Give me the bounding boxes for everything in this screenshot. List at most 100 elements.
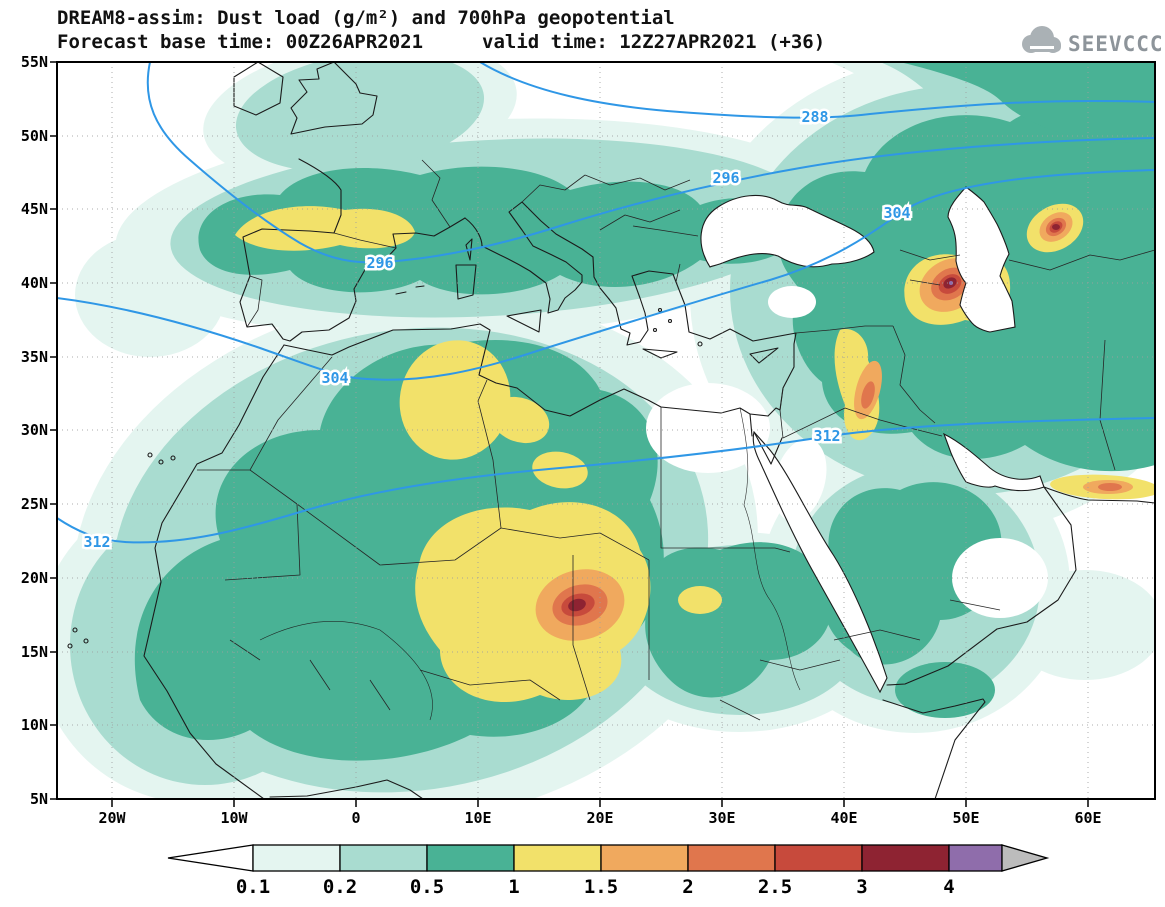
rivers bbox=[259, 407, 801, 721]
seevccc-logo-text: SEEVCCC bbox=[1068, 32, 1164, 56]
lon-label: 10W bbox=[220, 809, 248, 827]
lat-label: 25N bbox=[21, 495, 48, 513]
island-aegean-2 bbox=[667, 318, 673, 324]
contour-labels: 288 296 296 304 304 312 312 bbox=[81, 106, 913, 554]
contour-304 bbox=[57, 169, 1155, 381]
colorbar-label: 1 bbox=[508, 876, 519, 898]
island-balearics bbox=[395, 285, 425, 295]
lat-label: 10N bbox=[21, 716, 48, 734]
contour-label-304-east: 304 bbox=[883, 204, 910, 222]
black-sea bbox=[700, 194, 875, 268]
contour-label-296-east: 296 bbox=[712, 169, 739, 187]
lon-label: 30E bbox=[708, 809, 735, 827]
lat-label: 50N bbox=[21, 127, 48, 145]
coast-france-iberia bbox=[239, 158, 466, 342]
island-cyprus bbox=[749, 347, 779, 364]
dust-level-0p5 bbox=[134, 62, 1155, 761]
coast-gulf-of-guinea bbox=[269, 779, 424, 799]
coast-greece-aegean bbox=[608, 270, 677, 346]
colorbar-labels: 0.1 0.2 0.5 1 1.5 2 2.5 3 4 bbox=[236, 876, 955, 898]
colorbar-label: 0.5 bbox=[410, 876, 444, 898]
dust-clear-pockets bbox=[646, 286, 1048, 618]
colorbar-label: 0.1 bbox=[236, 876, 270, 898]
y-axis-labels: 55N 50N 45N 40N 35N 30N 25N 20N 15N 10N … bbox=[21, 53, 48, 808]
colorbar-seg-3 bbox=[861, 844, 950, 872]
seevccc-cloud-icon bbox=[1022, 26, 1061, 53]
contour-296 bbox=[146, 62, 1155, 264]
colorbar-label: 3 bbox=[856, 876, 867, 898]
island-aegean-3 bbox=[652, 327, 658, 333]
contour-288 bbox=[479, 62, 1155, 119]
coast-north-africa bbox=[283, 323, 769, 417]
colorbar-seg-2p5 bbox=[774, 844, 863, 872]
lat-label: 5N bbox=[30, 790, 48, 808]
lat-label: 15N bbox=[21, 643, 48, 661]
colorbar bbox=[167, 844, 1050, 872]
island-capeverde-2 bbox=[83, 638, 89, 644]
island-crete bbox=[642, 348, 678, 359]
coast-iran-makran bbox=[1043, 486, 1155, 504]
island-aegean-1 bbox=[657, 307, 663, 313]
lat-label: 20N bbox=[21, 569, 48, 587]
lon-label: 0 bbox=[351, 809, 360, 827]
x-axis-labels: 20W 10W 0 10E 20E 30E 40E 50E 60E bbox=[98, 809, 1101, 827]
lon-label: 50E bbox=[952, 809, 979, 827]
lat-label: 30N bbox=[21, 421, 48, 439]
colorbar-seg-0p1 bbox=[252, 844, 341, 872]
island-rhodes bbox=[697, 341, 703, 347]
contour-label-288: 288 bbox=[801, 108, 828, 126]
contour-label-304-west: 304 bbox=[321, 369, 348, 387]
island-sardinia bbox=[455, 264, 477, 300]
caspian-sea bbox=[947, 186, 1016, 333]
coastlines bbox=[67, 62, 1155, 799]
graticule bbox=[57, 62, 1155, 799]
lon-label: 40E bbox=[830, 809, 857, 827]
chart-title-line2a: Forecast base time: 00Z26APR2021 bbox=[57, 31, 423, 53]
colorbar-seg-0p2 bbox=[339, 844, 428, 872]
axis-ticks bbox=[50, 61, 1089, 807]
coast-arabia-south-east bbox=[886, 486, 1077, 686]
lon-label: 20W bbox=[98, 809, 126, 827]
colorbar-label: 1.5 bbox=[584, 876, 618, 898]
colorbar-label: 0.2 bbox=[323, 876, 357, 898]
lat-label: 55N bbox=[21, 53, 48, 71]
dust-level-4 bbox=[949, 281, 953, 285]
colorbar-seg-4plus bbox=[948, 844, 1003, 872]
geopotential-contours bbox=[57, 62, 1155, 544]
chart-title-line2b: valid time: 12Z27APR2021 (+36) bbox=[482, 31, 825, 53]
coast-sinai bbox=[749, 413, 783, 465]
colorbar-seg-2 bbox=[687, 844, 776, 872]
contour-label-312-east: 312 bbox=[813, 427, 840, 445]
contour-312 bbox=[57, 417, 1155, 544]
island-capeverde-1 bbox=[72, 627, 78, 633]
island-canary-3 bbox=[170, 455, 176, 461]
lat-label: 35N bbox=[21, 348, 48, 366]
chart-title-line1: DREAM8-assim: Dust load (g/m²) and 700hP… bbox=[57, 7, 675, 29]
colorbar-seg-0p5 bbox=[426, 844, 515, 872]
red-sea bbox=[752, 430, 888, 694]
lon-label: 20E bbox=[586, 809, 613, 827]
island-sicily bbox=[506, 309, 542, 333]
coast-somalia-horn bbox=[882, 698, 986, 799]
colorbar-arrow-left bbox=[167, 844, 254, 872]
river-nile bbox=[739, 407, 801, 691]
colorbar-seg-1p5 bbox=[600, 844, 689, 872]
dust-level-3 bbox=[568, 224, 1060, 612]
lon-label: 10E bbox=[464, 809, 491, 827]
coast-britain bbox=[290, 62, 378, 135]
colorbar-label: 2 bbox=[682, 876, 693, 898]
lat-label: 40N bbox=[21, 274, 48, 292]
colorbar-label: 4 bbox=[943, 876, 954, 898]
colorbar-arrow-right bbox=[1001, 844, 1050, 872]
contour-label-312-west: 312 bbox=[83, 533, 110, 551]
island-canary-2 bbox=[158, 459, 164, 465]
river-niger bbox=[259, 621, 433, 721]
island-capeverde-3 bbox=[67, 643, 73, 649]
sea-shapes bbox=[700, 186, 1045, 694]
seevccc-logo: SEEVCCC bbox=[1022, 26, 1164, 56]
colorbar-label: 2.5 bbox=[758, 876, 792, 898]
lat-label: 45N bbox=[21, 200, 48, 218]
contour-label-296-west: 296 bbox=[366, 254, 393, 272]
